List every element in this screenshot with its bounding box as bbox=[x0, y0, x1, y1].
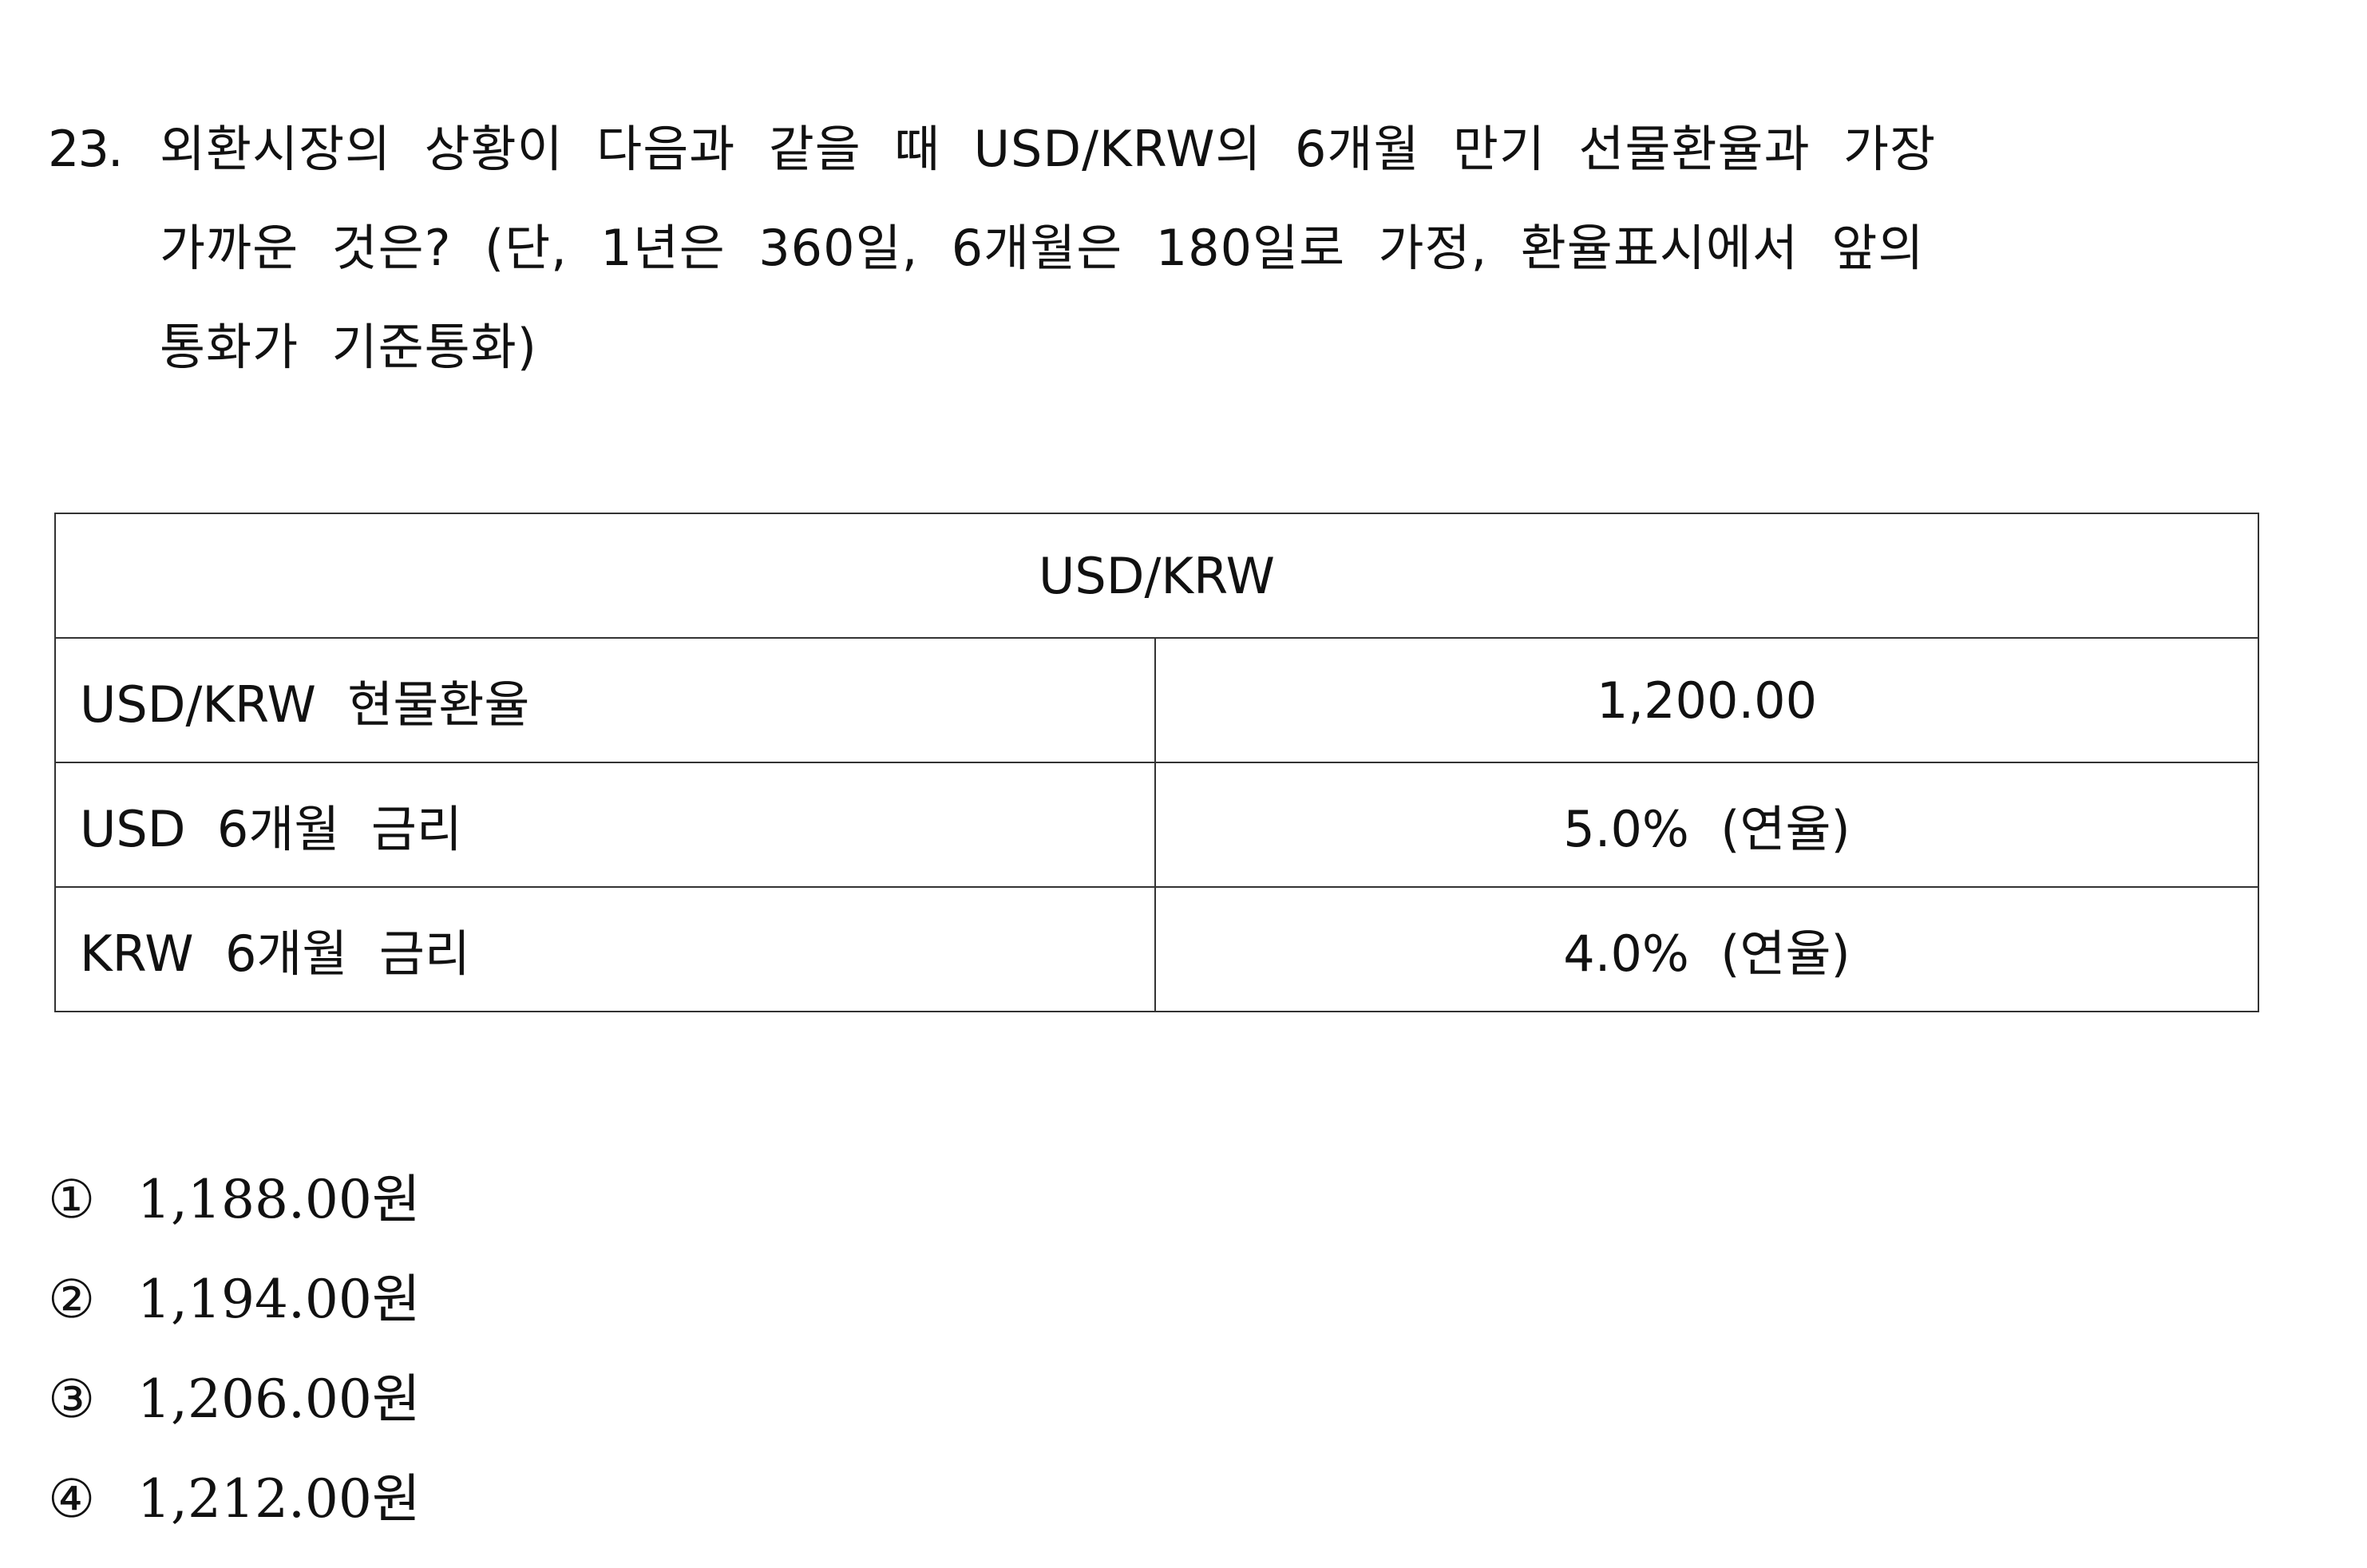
row-label-usd-rate: USD 6개월 금리 bbox=[54, 762, 1156, 888]
row-label-krw-rate: KRW 6개월 금리 bbox=[54, 886, 1156, 1012]
question-text-line-2: 가까운 것은? (단, 1년은 360일, 6개월은 180일로 가정, 환율표… bbox=[160, 219, 1925, 277]
row-value-spot-rate: 1,200.00 bbox=[1154, 637, 2259, 763]
question-number: 23. bbox=[48, 120, 124, 178]
row-value-krw-rate: 4.0% (연율) bbox=[1154, 886, 2259, 1012]
choice-1-number: ① bbox=[48, 1169, 96, 1230]
answer-choices: ① 1,188.00원 ② 1,194.00원 ③ 1,206.00원 ④ 1,212.… bbox=[48, 1150, 421, 1549]
choice-4[interactable]: ④ 1,212.00원 bbox=[48, 1449, 421, 1549]
choice-3-text: 1,206.00원 bbox=[137, 1368, 421, 1430]
choice-4-text: 1,212.00원 bbox=[137, 1468, 421, 1530]
table-header: USD/KRW bbox=[54, 513, 2259, 639]
choice-2-text: 1,194.00원 bbox=[137, 1269, 421, 1330]
choice-2-number: ② bbox=[48, 1269, 96, 1330]
table-row: KRW 6개월 금리 4.0% (연율) bbox=[54, 886, 2259, 1012]
choice-4-number: ④ bbox=[48, 1468, 96, 1530]
question-text-line-3: 통화가 기준통화) bbox=[160, 318, 537, 376]
choice-1-text: 1,188.00원 bbox=[137, 1169, 421, 1230]
table-header-row: USD/KRW bbox=[54, 513, 2259, 639]
choice-3-number: ③ bbox=[48, 1368, 96, 1430]
question-block: 23. 외환시장의 상황이 다음과 같을 때 USD/KRW의 6개월 만기 선물… bbox=[48, 100, 2283, 397]
choice-1[interactable]: ① 1,188.00원 bbox=[48, 1150, 421, 1249]
row-label-spot-rate: USD/KRW 현물환율 bbox=[54, 637, 1156, 763]
table-row: USD/KRW 현물환율 1,200.00 bbox=[54, 637, 2259, 763]
choice-2[interactable]: ② 1,194.00원 bbox=[48, 1249, 421, 1349]
exchange-rate-table: USD/KRW USD/KRW 현물환율 1,200.00 USD 6개월 금리… bbox=[54, 513, 2259, 1012]
question-text-line-1: 외환시장의 상황이 다음과 같을 때 USD/KRW의 6개월 만기 선물환율과… bbox=[160, 120, 1937, 178]
choice-3[interactable]: ③ 1,206.00원 bbox=[48, 1349, 421, 1449]
row-value-usd-rate: 5.0% (연율) bbox=[1154, 762, 2259, 888]
question-line-1: 23. 외환시장의 상황이 다음과 같을 때 USD/KRW의 6개월 만기 선물… bbox=[48, 100, 2283, 199]
table-row: USD 6개월 금리 5.0% (연율) bbox=[54, 762, 2259, 888]
